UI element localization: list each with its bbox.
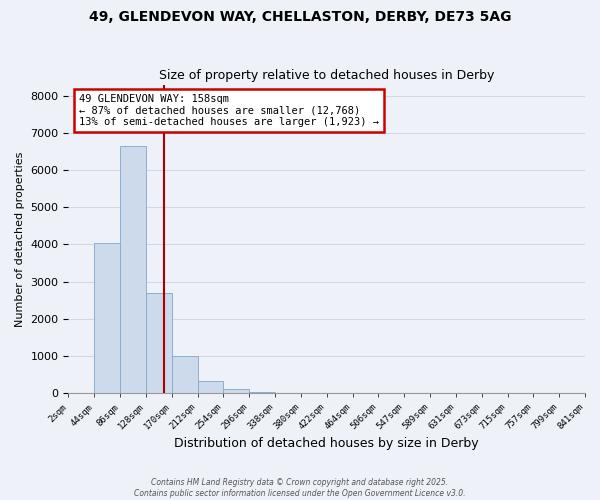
Title: Size of property relative to detached houses in Derby: Size of property relative to detached ho… <box>159 69 494 82</box>
Y-axis label: Number of detached properties: Number of detached properties <box>15 151 25 326</box>
Bar <box>197 380 223 393</box>
Bar <box>172 356 197 393</box>
Text: 49 GLENDEVON WAY: 158sqm
← 87% of detached houses are smaller (12,768)
13% of se: 49 GLENDEVON WAY: 158sqm ← 87% of detach… <box>79 94 379 127</box>
Bar <box>120 146 146 393</box>
Bar <box>223 389 249 393</box>
Bar <box>94 242 120 393</box>
Text: 49, GLENDEVON WAY, CHELLASTON, DERBY, DE73 5AG: 49, GLENDEVON WAY, CHELLASTON, DERBY, DE… <box>89 10 511 24</box>
Text: Contains HM Land Registry data © Crown copyright and database right 2025.
Contai: Contains HM Land Registry data © Crown c… <box>134 478 466 498</box>
Bar <box>146 293 172 393</box>
X-axis label: Distribution of detached houses by size in Derby: Distribution of detached houses by size … <box>175 437 479 450</box>
Bar <box>249 392 275 393</box>
